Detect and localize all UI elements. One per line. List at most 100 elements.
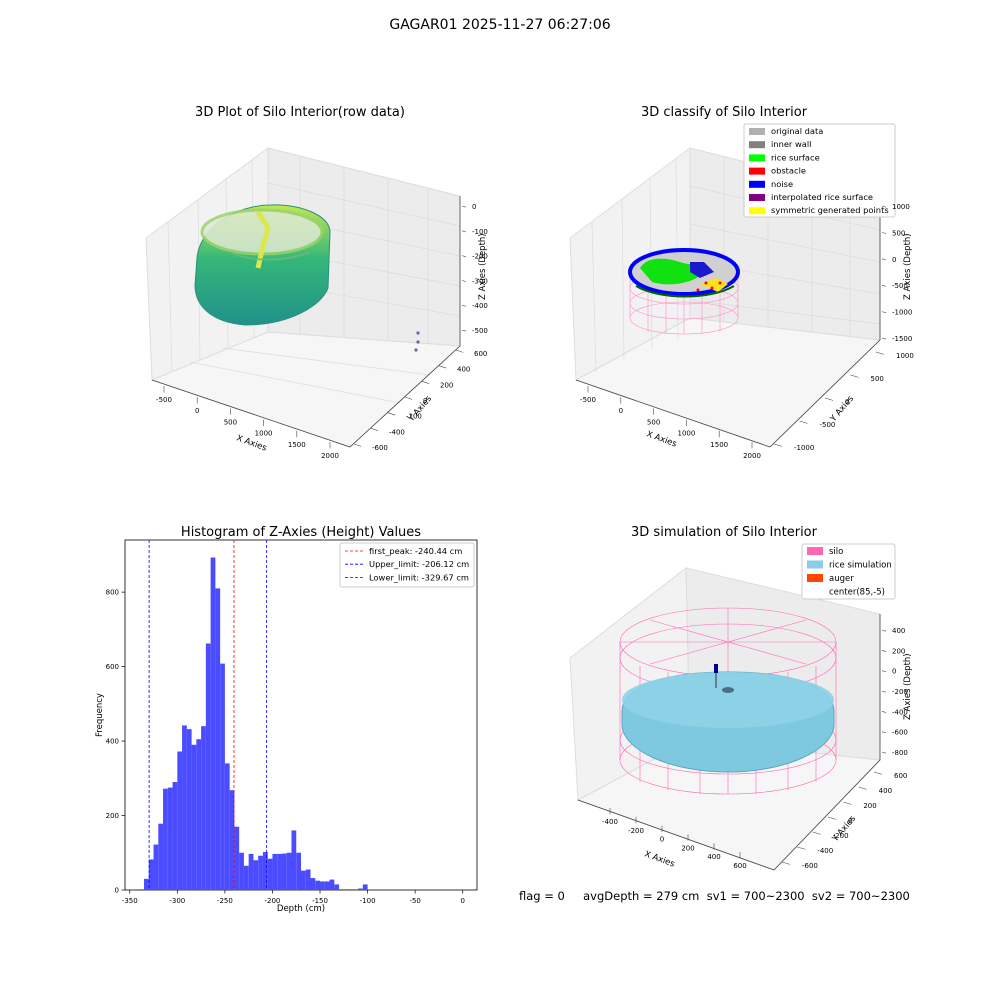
raw-x-tick-label: 0	[195, 407, 199, 415]
raw-z-tick-label: 0	[472, 203, 476, 211]
raw-x-tick-label: 2000	[321, 452, 339, 460]
histogram-x-tick-label: -200	[265, 897, 281, 905]
simulation-x-tick-label: -400	[602, 818, 618, 826]
raw-z-tick-label: -500	[472, 327, 488, 335]
histogram-bar	[305, 869, 311, 890]
histogram-bar	[243, 865, 249, 890]
classify-legend-entry-swatch	[749, 207, 765, 215]
classify-legend-entry-swatch	[749, 194, 765, 201]
histogram-bar	[301, 870, 306, 890]
classify-xlabel: X Axies	[645, 429, 678, 449]
histogram-bar	[220, 663, 225, 890]
histogram-bar	[201, 726, 206, 890]
classify-x-ticks: -500 0 500 1000 1500 2000	[580, 386, 761, 460]
raw-x-tick-label: 1000	[255, 430, 273, 438]
histogram-y-tick-label: 400	[106, 738, 119, 746]
simulation-y-tick-label: -200	[833, 832, 849, 840]
classify-legend: original data inner wall rice surface obsta…	[743, 123, 896, 218]
simulation-legend-entry-label: center(85,-5)	[829, 588, 885, 598]
simulation-legend-entry-label: rice simulation	[829, 561, 892, 571]
histogram-bar	[310, 878, 316, 890]
histogram-bar	[329, 879, 335, 890]
simulation-z-tick-label: -600	[892, 729, 908, 737]
simulation-z-tick-label: 0	[892, 668, 896, 676]
classify-z-ticks: 1000 500 0 -500 -1000 -1500	[881, 203, 912, 343]
classify-legend-entry-label: original data	[771, 126, 823, 136]
histogram-bar	[362, 884, 368, 890]
panel-simulation-title: 3D simulation of Silo Interior	[631, 525, 818, 540]
histogram-bar	[281, 853, 287, 890]
classify-legend-entry-swatch	[749, 128, 765, 135]
simulation-z-tick-label: 400	[892, 627, 905, 635]
histogram-bar	[343, 889, 349, 890]
histogram-x-tick-label: -250	[217, 897, 233, 905]
histogram-bar	[186, 729, 192, 890]
histogram-bar	[258, 855, 263, 890]
histogram-bar	[267, 858, 273, 890]
simulation-ylabel: Y Axies	[830, 814, 858, 845]
simulation-y-tick-label: 0	[848, 817, 852, 825]
histogram-bar	[296, 852, 301, 890]
simulation-legend-entry-swatch	[807, 547, 823, 555]
simulation-x-tick-label: 200	[681, 844, 694, 852]
histogram-bar	[172, 782, 178, 890]
histogram-bar	[215, 588, 221, 890]
simulation-legend-entry-label: auger	[829, 574, 854, 584]
histogram-bar	[353, 889, 359, 890]
raw-y-tick-label: 400	[457, 366, 470, 374]
classify-legend-entry-label: symmetric generated points	[771, 205, 889, 215]
histogram-ylabel: Frequency	[95, 693, 105, 737]
raw-y-tick-label: -600	[372, 444, 388, 452]
histogram-bar	[167, 787, 173, 890]
raw-x-ticks: -500 0 500 1000 1500 2000	[156, 386, 339, 460]
raw-zlabel: Z Axies (Depth)	[478, 233, 488, 300]
histogram-bar	[262, 852, 268, 890]
classify-x-tick-label: 1000	[677, 430, 695, 438]
histogram-legend-label: first_peak: -240.44 cm	[369, 546, 462, 556]
raw-y-tick-label: 600	[474, 350, 487, 358]
classify-y-tick-label: -500	[820, 421, 836, 429]
simulation-z-tick-label: 200	[892, 647, 905, 655]
classify-y-tick-label: 500	[871, 375, 884, 383]
classify-zlabel: Z Axies (Depth)	[903, 233, 913, 300]
histogram-bar	[320, 881, 325, 890]
histogram-y-tick-label: 200	[106, 812, 119, 820]
histogram-y-tick-label: 0	[115, 887, 119, 895]
raw-x-tick-label: 500	[224, 418, 237, 426]
classify-legend-entry-swatch	[749, 141, 765, 149]
histogram-xlabel: Depth (cm)	[277, 904, 325, 914]
classify-x-tick-label: 500	[647, 418, 660, 426]
histogram-x-tick-label: -50	[409, 897, 420, 905]
raw-z-tick-label: -100	[472, 228, 488, 236]
raw-z-tick-label: -200	[472, 253, 488, 261]
classify-y-tick-label: -1000	[794, 444, 814, 452]
histogram-y-tick-label: 800	[106, 589, 119, 597]
simulation-y-tick-label: 600	[894, 772, 907, 780]
histogram-bar	[286, 852, 292, 890]
raw-point-cloud	[194, 204, 420, 352]
histogram-x-tick-label: -100	[360, 897, 376, 905]
simulation-z-ticks: 400 200 0 -200 -400 -600 -800	[881, 627, 908, 757]
histogram-bar	[253, 860, 259, 890]
figure-title: GAGAR01 2025-11-27 06:27:06	[389, 17, 611, 33]
histogram-bar	[163, 788, 168, 890]
histogram-bar	[315, 880, 321, 890]
simulation-z-tick-label: -800	[892, 749, 908, 757]
simulation-xlabel: X Axies	[643, 849, 676, 869]
histogram-bar	[277, 853, 282, 890]
classify-legend-entry-label: interpolated rice surface	[771, 192, 873, 202]
panel-raw-title: 3D Plot of Silo Interior(row data)	[195, 105, 405, 120]
histogram-bars	[139, 557, 368, 890]
simulation-x-tick-label: 0	[660, 836, 664, 844]
histogram-y-ticks: 0 200 400 600 800	[106, 589, 125, 895]
simulation-x-ticks: -400 -200 0 200 400 600	[602, 808, 747, 870]
classify-legend-entry-label: inner wall	[771, 139, 811, 149]
simulation-z-tick-label: -200	[892, 688, 908, 696]
histogram-bar	[196, 739, 202, 890]
classify-legend-entry-swatch	[749, 154, 765, 162]
simulation-y-tick-label: -600	[802, 862, 818, 870]
histogram-y-tick-label: 600	[106, 663, 119, 671]
raw-y-ticks: -600-400-2000 200 400 600	[353, 349, 487, 452]
